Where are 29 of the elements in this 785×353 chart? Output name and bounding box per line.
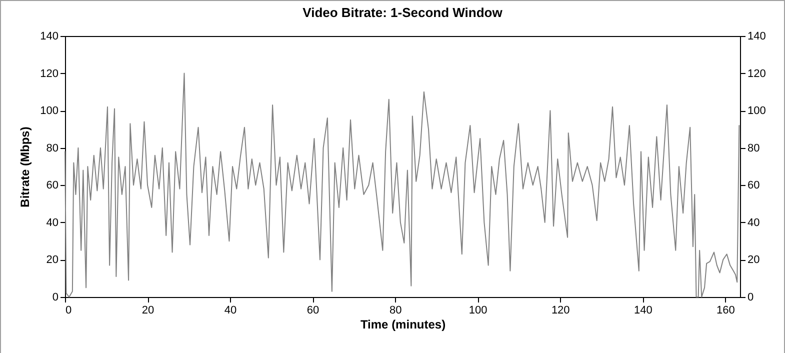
x-tick-label: 60 [306,304,320,316]
y-tick-label: 0 [52,292,58,304]
y-axis-title: Bitrate (Mbps) [18,126,32,208]
y2-tick-label: 140 [748,30,766,42]
chart-title: Video Bitrate: 1-Second Window [302,5,504,20]
x-tick-label: 120 [551,304,570,316]
x-tick-label: 0 [66,304,72,316]
y2-tick-label: 60 [748,180,760,192]
y-tick-label: 140 [40,30,58,42]
y2-tick-label: 120 [748,68,766,80]
y-tick-label: 100 [40,105,58,118]
line-series [64,72,740,298]
x-tick-label: 20 [142,304,154,316]
y2-tick-label: 80 [748,142,760,154]
x-tick-label: 80 [389,304,402,316]
x-tick-label: 160 [716,304,735,316]
y-tick-label: 20 [46,254,58,266]
y-tick-label: 40 [46,216,58,229]
x-tick-label: 40 [224,304,237,316]
x-tick-label: 140 [634,304,652,316]
x-axis-title: Time (minutes) [360,318,446,332]
y-tick-label: 60 [46,180,58,192]
y2-tick-label: 40 [748,216,760,229]
y-tick-label: 120 [40,68,58,80]
y2-tick-label: 100 [748,105,766,118]
y2-tick-label: 0 [748,292,754,304]
y-tick-label: 80 [46,142,58,154]
y2-tick-label: 20 [748,254,760,266]
x-tick-label: 100 [468,304,488,316]
